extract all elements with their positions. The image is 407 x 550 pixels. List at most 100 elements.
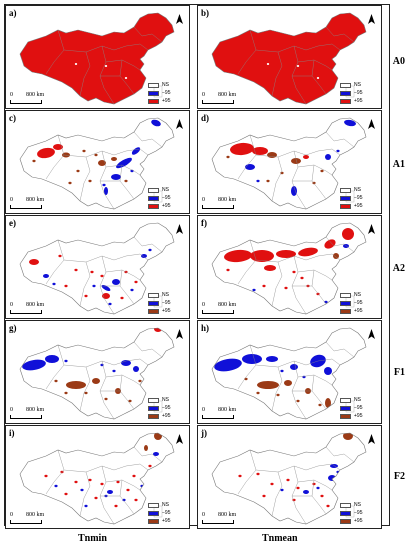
legend-neg: −95 <box>148 404 186 412</box>
significance-patch <box>342 228 354 240</box>
legend-pos: +95 <box>148 517 186 525</box>
legend: NS −95 +95 <box>340 396 378 420</box>
province-boundary <box>255 150 307 158</box>
significance-patch <box>104 65 108 67</box>
legend-ns-label: NS <box>162 187 169 193</box>
province-boundary <box>133 236 163 253</box>
significance-patch <box>84 294 88 298</box>
country-area <box>20 223 174 314</box>
significance-patch <box>112 279 120 285</box>
province-boundary <box>79 261 91 307</box>
significance-patch <box>296 486 300 490</box>
significance-patch <box>101 284 111 292</box>
scale-zero: 0 <box>10 302 13 308</box>
legend-neg-label: −95 <box>162 90 171 96</box>
legend-pos-label: +95 <box>162 308 171 314</box>
province-boundary <box>271 471 283 517</box>
province-boundary <box>237 134 257 180</box>
significance-patch <box>130 288 134 292</box>
province-boundary <box>297 374 333 386</box>
legend-pos: +95 <box>148 307 186 315</box>
north-arrow-icon <box>175 221 184 235</box>
legend-ns: NS <box>340 501 378 509</box>
scale-distance: 800 km <box>218 302 237 308</box>
legend-pos: +95 <box>340 307 378 315</box>
legend-ns: NS <box>340 186 378 194</box>
scale-distance: 800 km <box>26 302 45 308</box>
legend: NS −95 +95 <box>148 501 186 525</box>
significance-patch <box>64 492 68 496</box>
significance-patch <box>264 265 276 271</box>
legend-pos: +95 <box>148 97 186 105</box>
scale-zero: 0 <box>10 407 13 413</box>
row-label-f2: F2 <box>393 471 405 482</box>
significance-patch <box>64 391 68 395</box>
province-boundary <box>311 59 327 95</box>
significance-patch <box>92 284 96 288</box>
province-boundary <box>133 26 163 43</box>
province-boundary <box>79 471 91 517</box>
significance-patch <box>292 270 296 274</box>
legend-neg: −95 <box>148 194 186 202</box>
legend-pos-label: +95 <box>354 98 363 104</box>
province-boundary <box>271 156 283 202</box>
significance-patch <box>290 364 298 370</box>
significance-patch <box>280 369 284 373</box>
panel-label: e) <box>9 218 16 228</box>
significance-layer <box>22 328 162 406</box>
panel-label: j) <box>201 428 207 438</box>
significance-patch <box>303 155 309 159</box>
significance-patch <box>270 482 274 486</box>
scale-distance: 800 km <box>218 92 237 98</box>
province-boundary <box>133 131 163 148</box>
country-border <box>211 327 367 420</box>
significance-patch <box>98 160 106 166</box>
north-arrow-icon <box>367 431 376 445</box>
province-boundary <box>119 164 135 200</box>
significance-patch <box>68 181 72 185</box>
map-panel-a: a) 0 800 km NS −95 +95 <box>5 5 190 109</box>
province-boundary <box>45 239 65 285</box>
legend-ns-label: NS <box>162 82 169 88</box>
scale-distance: 800 km <box>218 512 237 518</box>
scale-distance: 800 km <box>218 407 237 413</box>
legend-pos: +95 <box>340 412 378 420</box>
country-border <box>19 117 175 210</box>
legend-neg-label: −95 <box>162 195 171 201</box>
legend-neg: −95 <box>340 89 378 97</box>
panel-label: i) <box>9 428 15 438</box>
significance-layer <box>74 63 128 79</box>
country-area <box>20 118 174 209</box>
legend: NS −95 +95 <box>340 501 378 525</box>
province-boundary <box>45 29 65 75</box>
significance-patch <box>64 359 68 363</box>
legend-ns-label: NS <box>162 397 169 403</box>
significance-patch <box>148 248 152 252</box>
significance-patch <box>116 157 132 169</box>
significance-patch <box>66 381 86 389</box>
significance-patch <box>303 490 309 494</box>
significance-patch <box>256 472 260 476</box>
panel-label: h) <box>201 323 210 333</box>
province-boundary <box>119 374 135 410</box>
significance-patch <box>318 403 322 407</box>
significance-patch <box>262 494 266 498</box>
significance-patch <box>224 249 252 263</box>
significance-patch <box>104 397 108 401</box>
significance-patch <box>116 480 120 484</box>
scale-zero: 0 <box>10 197 13 203</box>
province-boundary <box>237 344 257 390</box>
significance-patch <box>94 496 98 500</box>
significance-patch <box>226 268 230 272</box>
significance-patch <box>45 355 59 363</box>
significance-patch <box>100 274 104 278</box>
province-boundary <box>325 236 355 253</box>
north-arrow-icon <box>367 11 376 25</box>
scale-bar: 0 800 km <box>202 197 236 209</box>
significance-patch <box>300 276 304 280</box>
province-boundary <box>297 269 333 281</box>
country-area <box>20 433 174 524</box>
province-boundary <box>305 358 341 366</box>
significance-layer <box>226 119 356 196</box>
significance-patch <box>121 360 131 366</box>
